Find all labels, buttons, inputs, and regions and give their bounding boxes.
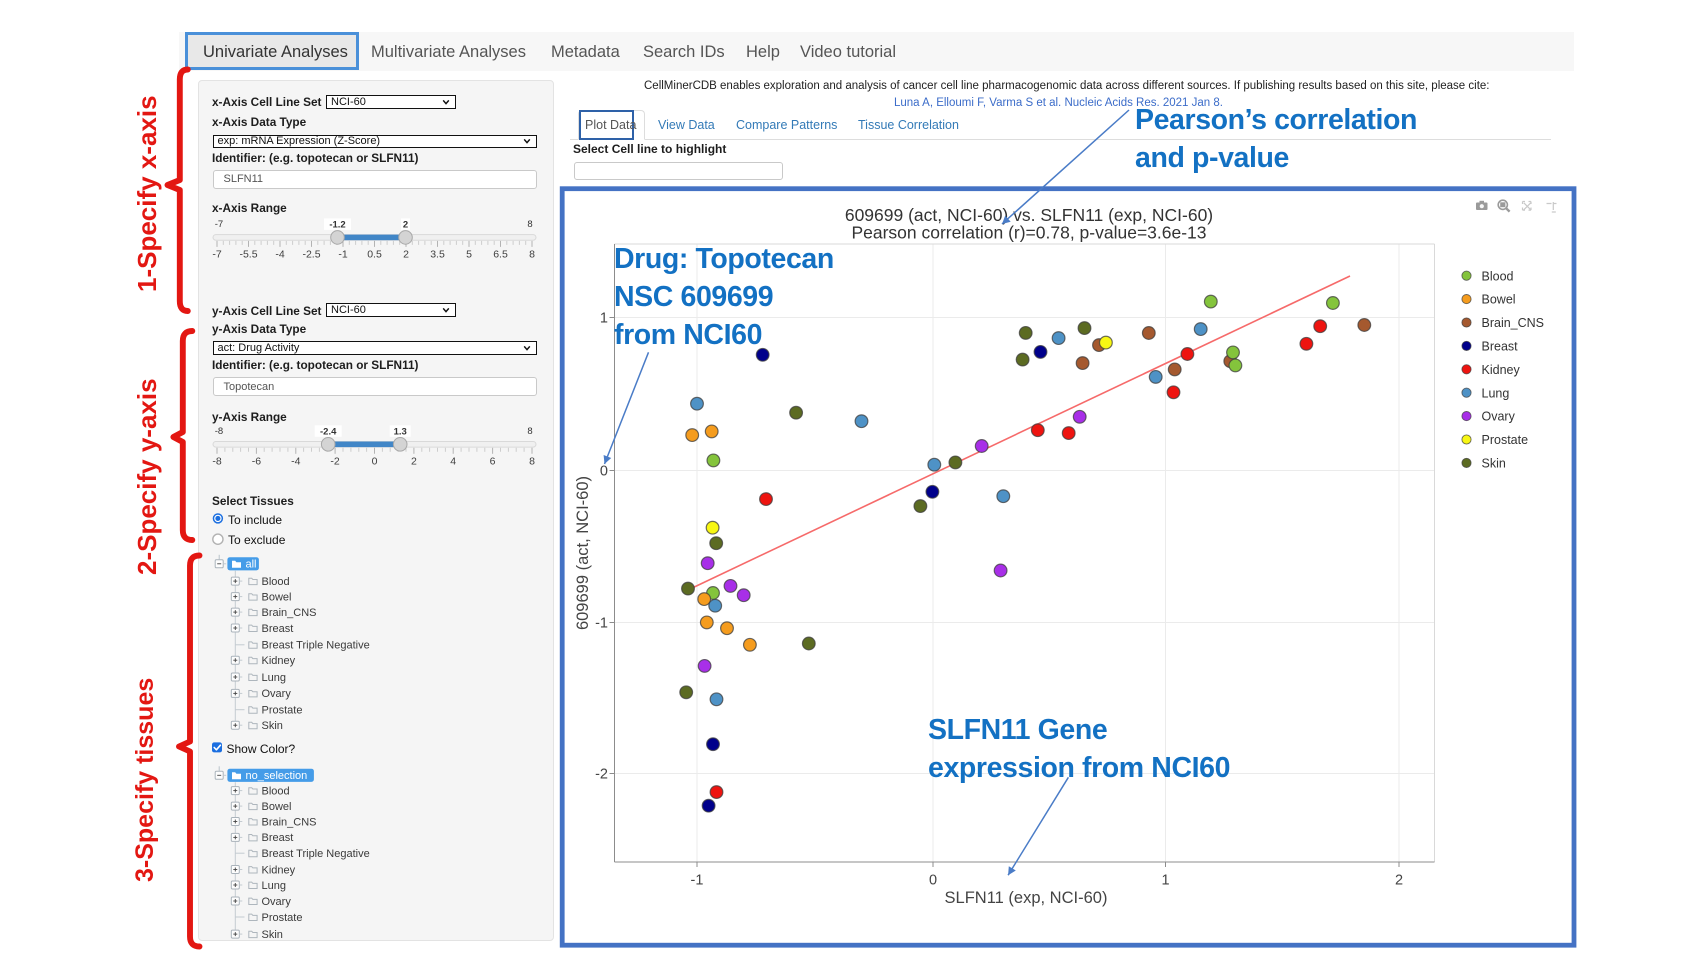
svg-text:8: 8 [527,426,532,437]
svg-text:Ovary: Ovary [262,688,292,700]
svg-text:-8: -8 [215,426,223,437]
svg-text:Skin: Skin [1482,457,1506,471]
svg-text:8: 8 [527,219,532,230]
svg-text:2: 2 [403,248,409,260]
svg-text:-5.5: -5.5 [239,248,257,260]
svg-text:6.5: 6.5 [493,248,508,260]
svg-text:0: 0 [600,464,608,480]
svg-text:-2: -2 [330,455,339,467]
svg-text:Lung: Lung [262,880,286,892]
svg-text:Brain_CNS: Brain_CNS [262,607,317,619]
svg-text:Blood: Blood [262,576,290,588]
svg-text:-8: -8 [212,455,221,467]
svg-text:Kidney: Kidney [262,864,296,876]
svg-text:3.5: 3.5 [430,248,445,260]
svg-text:Prostate: Prostate [262,912,303,924]
svg-text:2: 2 [1395,873,1403,889]
svg-text:6: 6 [490,455,496,467]
svg-text:8: 8 [529,455,535,467]
svg-text:-6: -6 [252,455,261,467]
svg-text:5: 5 [466,248,472,260]
svg-text:-4: -4 [275,248,284,260]
svg-text:609699 (act, NCI-60): 609699 (act, NCI-60) [574,476,592,630]
svg-text:Pearson correlation (r)=0.78,: Pearson correlation (r)=0.78, p-value=3.… [851,223,1206,243]
svg-text:Bowel: Bowel [262,591,292,603]
svg-text:0.5: 0.5 [367,248,382,260]
svg-text:-1: -1 [691,873,704,889]
svg-text:-7: -7 [215,219,223,230]
svg-text:0: 0 [929,873,937,889]
svg-text:Brain_CNS: Brain_CNS [1482,316,1545,330]
svg-text:1.3: 1.3 [394,426,407,437]
svg-text:-4: -4 [291,455,300,467]
svg-text:Lung: Lung [1482,386,1510,400]
svg-text:Blood: Blood [262,785,290,797]
svg-text:Breast Triple Negative: Breast Triple Negative [262,640,370,652]
svg-text:Skin: Skin [262,720,283,732]
svg-text:1: 1 [1161,873,1169,889]
svg-text:Prostate: Prostate [262,705,303,717]
svg-text:2: 2 [411,455,417,467]
svg-text:Lung: Lung [262,672,286,684]
svg-text:-2: -2 [595,767,608,783]
svg-text:all: all [246,559,257,571]
svg-text:-1: -1 [338,248,347,260]
svg-text:0: 0 [372,455,378,467]
svg-text:Bowel: Bowel [262,801,292,813]
svg-text:1: 1 [600,311,608,327]
svg-text:Bowel: Bowel [1482,293,1516,307]
svg-text:4: 4 [450,455,456,467]
svg-text:609699 (act, NCI-60) vs. SLFN1: 609699 (act, NCI-60) vs. SLFN11 (exp, NC… [845,205,1213,225]
svg-text:-2.5: -2.5 [302,248,320,260]
svg-text:Breast: Breast [262,623,294,635]
svg-text:Kidney: Kidney [1482,363,1521,377]
svg-text:Breast: Breast [1482,340,1519,354]
svg-text:Ovary: Ovary [262,896,292,908]
svg-text:Ovary: Ovary [1482,410,1516,424]
svg-text:Blood: Blood [1482,269,1514,283]
svg-text:Brain_CNS: Brain_CNS [262,816,317,828]
svg-text:SLFN11 (exp, NCI-60): SLFN11 (exp, NCI-60) [945,889,1108,907]
svg-text:Prostate: Prostate [1482,433,1529,447]
svg-text:-1: -1 [595,616,608,632]
svg-text:-1.2: -1.2 [329,219,345,230]
svg-text:Skin: Skin [262,929,283,941]
svg-text:-7: -7 [212,248,221,260]
svg-text:Kidney: Kidney [262,655,296,667]
svg-text:Breast: Breast [262,832,294,844]
svg-text:Breast Triple Negative: Breast Triple Negative [262,848,370,860]
svg-text:-2.4: -2.4 [320,426,337,437]
svg-text:no_selection: no_selection [246,770,308,782]
svg-text:2: 2 [403,219,408,230]
svg-text:8: 8 [529,248,535,260]
